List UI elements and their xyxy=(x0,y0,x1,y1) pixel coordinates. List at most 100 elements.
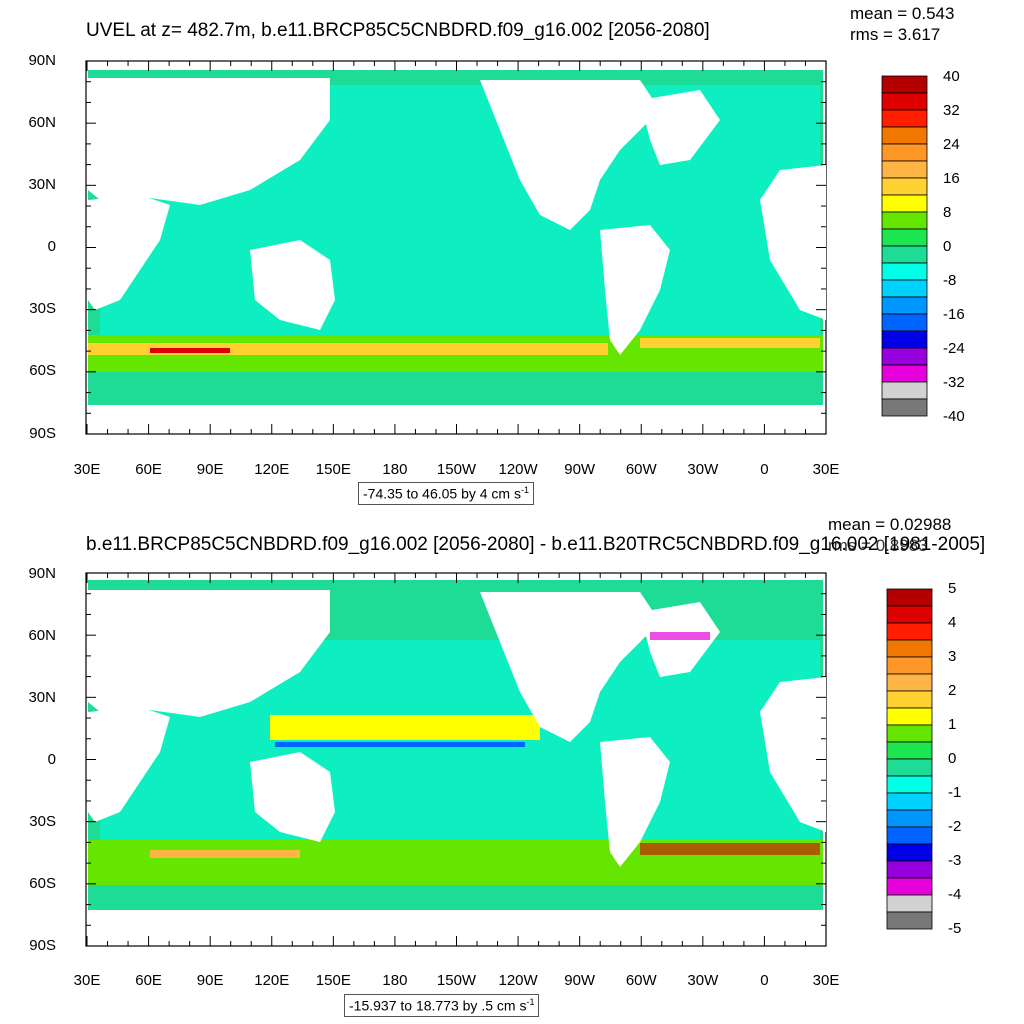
panel1-lon-label: 30W xyxy=(687,461,719,478)
panel1-info-box: -74.35 to 46.05 by 4 cm s-1 xyxy=(358,482,534,505)
panel1-colorbar-label: 40 xyxy=(943,68,960,85)
colorbar-swatch xyxy=(886,707,933,726)
panel2-colorbar-label: 2 xyxy=(948,682,957,699)
panel2-lon-label: 0 xyxy=(760,972,769,989)
colorbar-swatch xyxy=(881,211,928,230)
colorbar-swatch xyxy=(881,381,928,400)
panel1-lon-label: 120E xyxy=(254,461,290,478)
panel1-land-africa xyxy=(88,195,170,310)
panel2-colorbar-label: 0 xyxy=(948,750,957,767)
panel2-rms: rms = 0.8983 xyxy=(828,536,928,555)
panel2-lon-label: 60E xyxy=(135,972,162,989)
panel1-colorbar-label: 0 xyxy=(943,238,952,255)
panel2-lat-30s: 30S xyxy=(29,813,56,830)
panel2-map xyxy=(85,572,827,947)
colorbar-swatch xyxy=(886,605,933,624)
panel1-colorbar-label: -40 xyxy=(943,408,965,425)
panel1-lon-label: 60E xyxy=(135,461,162,478)
panel1-mean: mean = 0.543 xyxy=(850,4,955,23)
panel1-title: UVEL at z= 482.7m, b.e11.BRCP85C5CNBDRD.… xyxy=(86,20,710,41)
panel2-info-box: -15.937 to 18.773 by .5 cm s-1 xyxy=(344,994,540,1017)
panel2-lat-90n: 90N xyxy=(28,565,56,582)
colorbar-swatch xyxy=(881,262,928,281)
panel1-colorbar-label: -32 xyxy=(943,374,965,391)
panel2-land-south-america xyxy=(600,737,670,867)
panel1-lon-label: 0 xyxy=(760,461,769,478)
panel2-lat-90s: 90S xyxy=(29,937,56,954)
colorbar-swatch xyxy=(886,639,933,658)
panel2-lon-label: 30E xyxy=(73,972,101,989)
panel2-colorbar-label: 4 xyxy=(948,614,957,631)
panel1-lat-30s: 30S xyxy=(29,300,56,317)
panel1-colorbar-label: 16 xyxy=(943,170,960,187)
panel1-land-north-america xyxy=(480,80,660,230)
colorbar-swatch xyxy=(881,160,928,179)
panel1-lat-90s: 90S xyxy=(29,425,56,442)
panel2-land-asia xyxy=(88,590,330,717)
colorbar-swatch xyxy=(881,75,928,94)
panel2-colorbar-label: 1 xyxy=(948,716,957,733)
panel1-lat-0: 0 xyxy=(47,238,56,255)
panel1-lon-label: 60W xyxy=(625,461,657,478)
panel1-colorbar-label: -24 xyxy=(943,340,965,357)
colorbar-swatch xyxy=(886,826,933,845)
panel1-colorbar-label: -8 xyxy=(943,272,957,289)
panel1-rms: rms = 3.617 xyxy=(850,25,941,44)
panel1-land-greenland xyxy=(640,90,720,165)
colorbar-swatch xyxy=(886,622,933,641)
panel1-lat-60n: 60N xyxy=(28,114,56,131)
colorbar-swatch xyxy=(886,792,933,811)
panel1-lon-label: 30E xyxy=(73,461,101,478)
colorbar-swatch xyxy=(881,245,928,264)
panel1-info-text: -74.35 to 46.05 by 4 cm s xyxy=(363,485,521,502)
panel1-land-south-america xyxy=(600,225,670,355)
panel2-title: b.e11.BRCP85C5CNBDRD.f09_g16.002 [2056-2… xyxy=(86,534,986,555)
panel2-colorbar-label: -4 xyxy=(948,886,962,903)
panel1-info-unit-exp: -1 xyxy=(520,485,529,495)
colorbar-swatch xyxy=(886,809,933,828)
panel1-land-africa-east xyxy=(760,165,826,320)
panel1-lon-label: 150E xyxy=(315,461,351,478)
panel2-land-africa-east xyxy=(760,677,826,832)
panel2-lon-label: 60W xyxy=(625,972,657,989)
panel1-lon-label: 120W xyxy=(498,461,538,478)
panel2-lon-label: 180 xyxy=(382,972,408,989)
panel2-lon-label: 90E xyxy=(196,972,224,989)
colorbar-swatch xyxy=(886,843,933,862)
colorbar-swatch xyxy=(881,296,928,315)
panel2-lon-label: 30W xyxy=(687,972,719,989)
colorbar-swatch xyxy=(881,143,928,162)
colorbar-swatch xyxy=(881,228,928,247)
colorbar-swatch xyxy=(886,860,933,879)
panel2-colorbar-label: 5 xyxy=(948,580,957,597)
colorbar-swatch xyxy=(886,741,933,760)
panel2-mean: mean = 0.02988 xyxy=(828,515,952,534)
colorbar-swatch xyxy=(886,758,933,777)
panel1-lon-label: 150W xyxy=(436,461,477,478)
colorbar-swatch xyxy=(881,313,928,332)
colorbar-swatch xyxy=(881,364,928,383)
panel1-lon-label: 30E xyxy=(812,461,840,478)
panel2-lon-label: 150W xyxy=(436,972,477,989)
colorbar-swatch xyxy=(881,347,928,366)
panel2-lat-60n: 60N xyxy=(28,627,56,644)
colorbar-swatch xyxy=(886,690,933,709)
panel2-land-north-america xyxy=(480,592,660,742)
panel2-info-text: -15.937 to 18.773 by .5 cm s xyxy=(349,997,527,1014)
panel1-colorbar-label: 24 xyxy=(943,136,960,153)
panel1-lat-30n: 30N xyxy=(28,176,56,193)
colorbar-swatch xyxy=(886,673,933,692)
panel2-colorbar-label: -5 xyxy=(948,920,962,937)
colorbar-swatch xyxy=(881,398,928,417)
panel1-colorbar-label: -16 xyxy=(943,306,965,323)
panel1-land-australia xyxy=(250,240,335,330)
panel2-lat-60s: 60S xyxy=(29,875,56,892)
panel1-colorbar xyxy=(881,75,928,417)
colorbar-swatch xyxy=(881,330,928,349)
panel2-colorbar-label: 3 xyxy=(948,648,957,665)
panel2-colorbar xyxy=(886,588,933,930)
colorbar-swatch xyxy=(886,894,933,913)
panel1-lat-60s: 60S xyxy=(29,362,56,379)
panel1-map xyxy=(85,60,827,435)
panel2-lon-label: 90W xyxy=(564,972,596,989)
